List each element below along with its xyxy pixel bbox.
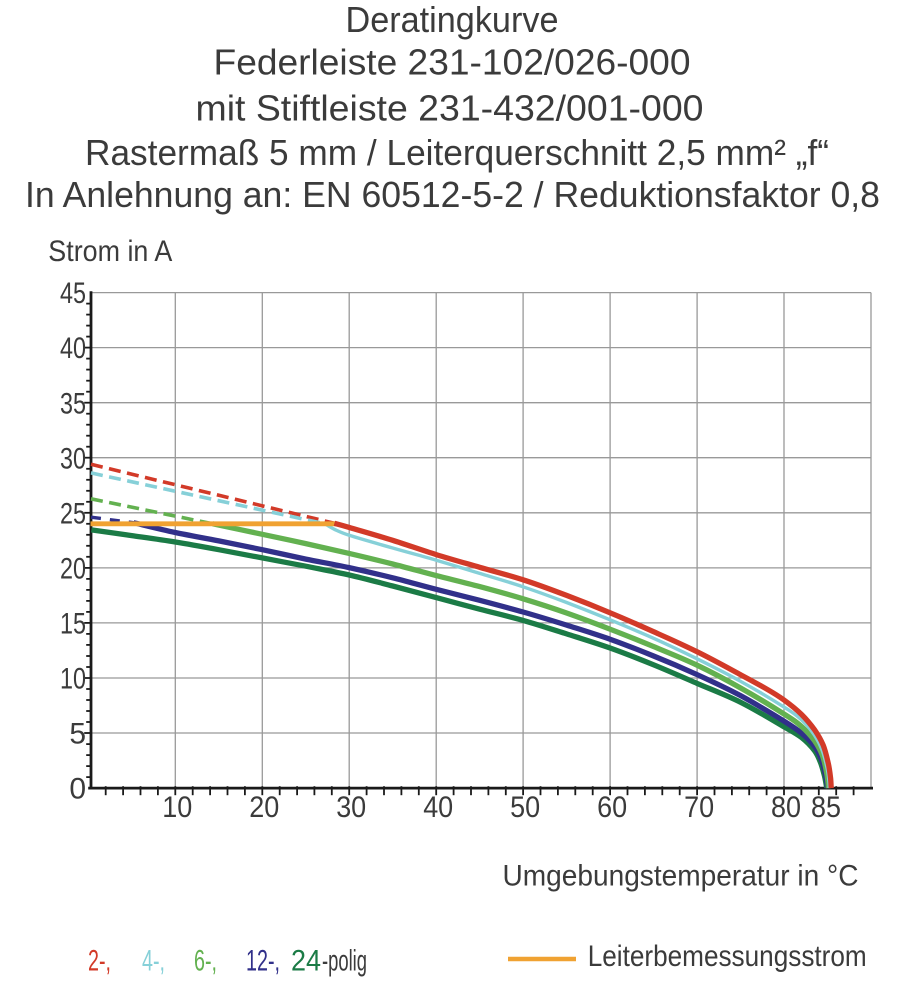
svg-text:12-,: 12-, bbox=[246, 945, 280, 978]
svg-text:50: 50 bbox=[510, 791, 540, 824]
svg-text:0: 0 bbox=[69, 773, 86, 806]
svg-text:20: 20 bbox=[249, 791, 279, 824]
svg-text:Rastermaß 5 mm / Leiterquersch: Rastermaß 5 mm / Leiterquerschnitt 2,5 m… bbox=[85, 132, 829, 173]
svg-text:40: 40 bbox=[60, 332, 86, 365]
svg-text:30: 30 bbox=[336, 791, 366, 824]
svg-text:In Anlehnung an: EN 60512-5-2: In Anlehnung an: EN 60512-5-2 / Reduktio… bbox=[25, 174, 880, 215]
svg-text:Leiterbemessungsstrom: Leiterbemessungsstrom bbox=[588, 940, 867, 973]
svg-text:40: 40 bbox=[423, 791, 453, 824]
svg-text:60: 60 bbox=[597, 791, 627, 824]
svg-text:2-,: 2-, bbox=[88, 945, 111, 978]
svg-text:35: 35 bbox=[60, 387, 86, 420]
svg-text:80: 80 bbox=[771, 791, 801, 824]
svg-text:25: 25 bbox=[60, 497, 86, 530]
svg-text:5: 5 bbox=[69, 718, 86, 751]
svg-text:10: 10 bbox=[162, 791, 192, 824]
svg-text:-polig: -polig bbox=[322, 945, 367, 978]
svg-text:Umgebungstemperatur in °C: Umgebungstemperatur in °C bbox=[503, 860, 859, 893]
svg-text:30: 30 bbox=[60, 442, 86, 475]
svg-text:Deratingkurve: Deratingkurve bbox=[346, 0, 559, 40]
svg-text:85: 85 bbox=[811, 791, 841, 824]
svg-text:15: 15 bbox=[60, 608, 86, 641]
svg-text:24: 24 bbox=[291, 945, 321, 978]
svg-text:45: 45 bbox=[60, 277, 86, 310]
svg-text:10: 10 bbox=[60, 663, 86, 696]
svg-text:Strom in A: Strom in A bbox=[48, 235, 172, 268]
svg-text:70: 70 bbox=[684, 791, 714, 824]
svg-text:6-,: 6-, bbox=[194, 945, 217, 978]
svg-text:4-,: 4-, bbox=[142, 945, 165, 978]
svg-text:20: 20 bbox=[60, 553, 86, 586]
svg-text:mit Stiftleiste 231-432/001-00: mit Stiftleiste 231-432/001-000 bbox=[196, 87, 704, 128]
svg-text:Federleiste 231-102/026-000: Federleiste 231-102/026-000 bbox=[214, 42, 691, 83]
